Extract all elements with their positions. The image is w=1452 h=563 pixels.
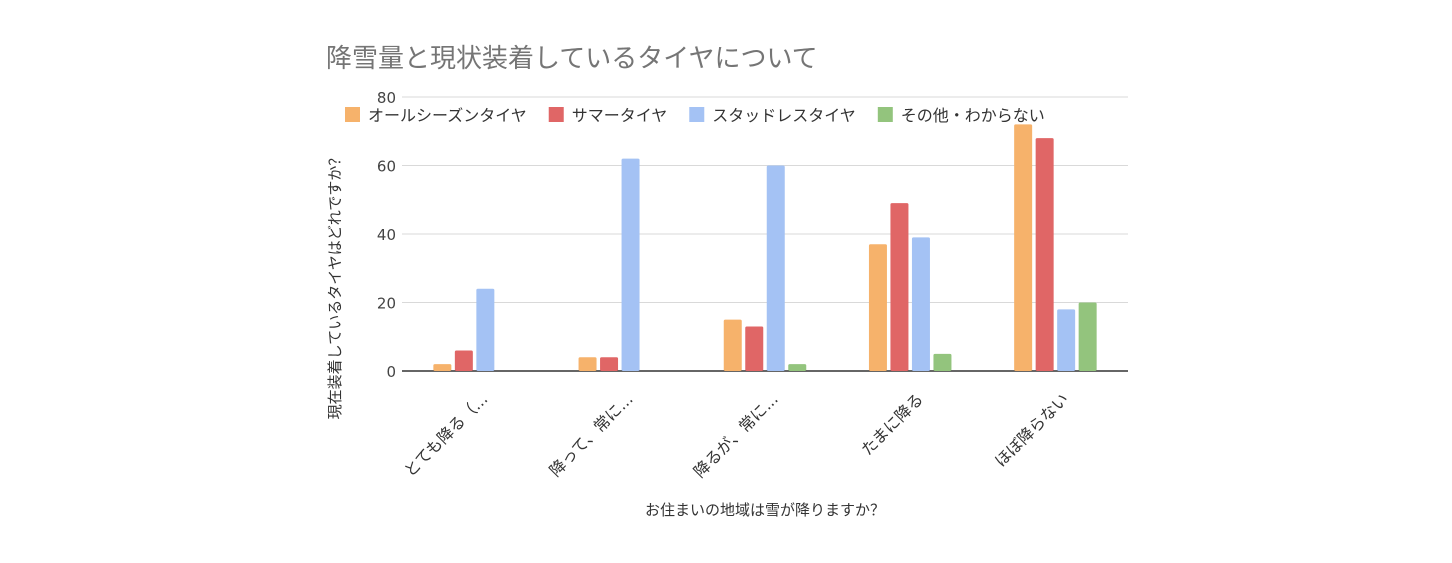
x-tick-label: とても降る（... [400, 389, 491, 480]
x-axis-title: お住まいの地域は雪が降りますか？ [645, 501, 885, 519]
bar [1057, 309, 1076, 371]
x-tick-label: ほぼ降らない [991, 389, 1072, 470]
bar [890, 203, 909, 371]
legend-label: サマータイヤ [572, 106, 668, 125]
x-tick-label: 降るが、常に... [690, 389, 782, 481]
bar [745, 326, 764, 371]
legend-swatch [689, 107, 705, 122]
bar [454, 350, 473, 371]
y-tick-label: 60 [377, 158, 396, 176]
bar [911, 237, 930, 371]
bar [933, 353, 952, 371]
bar [723, 319, 742, 371]
legend-label: オールシーズンタイヤ [368, 106, 527, 125]
legend-label: スタッドレスタイヤ [712, 106, 856, 125]
bar [1014, 124, 1033, 372]
legend-swatch [877, 107, 893, 122]
bar [433, 364, 452, 371]
x-tick-label: たまに降る [857, 389, 927, 459]
bar [600, 357, 619, 371]
bar [1078, 302, 1097, 371]
y-axis-title: 現在装着しているタイヤはどれですか？ [326, 151, 344, 420]
chart-title: 降雪量と現状装着しているタイヤについて [326, 44, 818, 74]
legend-swatch [548, 107, 564, 122]
bar [1035, 138, 1054, 371]
bar [766, 165, 785, 371]
bar [788, 364, 807, 371]
bar [621, 158, 640, 371]
y-tick-label: 80 [377, 89, 396, 107]
bar [578, 357, 597, 371]
y-tick-label: 40 [377, 226, 396, 244]
y-tick-label: 0 [386, 363, 396, 381]
bar [868, 244, 887, 371]
x-tick-label: 降って、常に... [546, 389, 637, 480]
legend-label: その他・わからない [901, 106, 1045, 125]
bar [476, 288, 495, 371]
legend-swatch [345, 107, 360, 122]
y-tick-label: 20 [377, 295, 396, 313]
